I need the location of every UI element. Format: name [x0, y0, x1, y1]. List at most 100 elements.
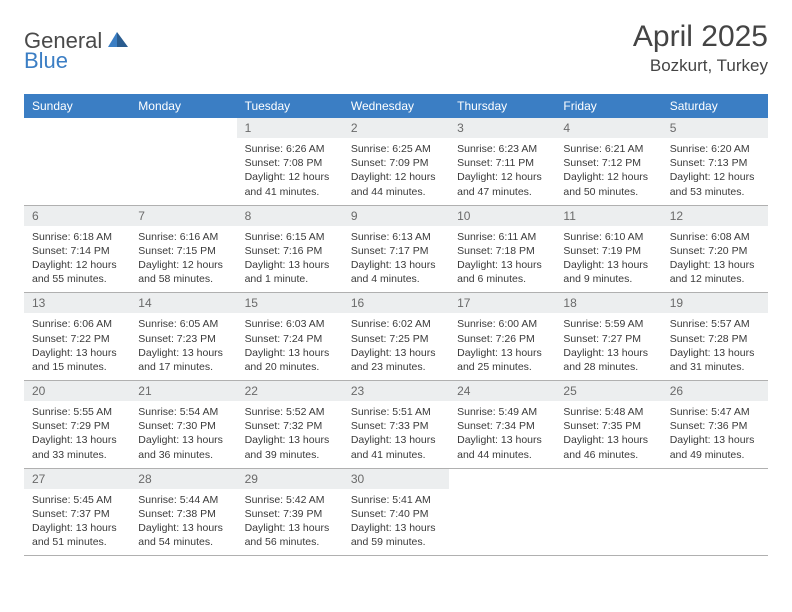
daylight-line: Daylight: 13 hours and 6 minutes. — [457, 258, 547, 286]
day-cell: 11Sunrise: 6:10 AMSunset: 7:19 PMDayligh… — [555, 206, 661, 294]
day-cell: 25Sunrise: 5:48 AMSunset: 7:35 PMDayligh… — [555, 381, 661, 469]
sunset-line: Sunset: 7:34 PM — [457, 419, 547, 433]
empty-cell — [662, 469, 768, 557]
day-number: 2 — [343, 118, 449, 138]
day-cell: 4Sunrise: 6:21 AMSunset: 7:12 PMDaylight… — [555, 118, 661, 206]
day-number: 27 — [24, 469, 130, 489]
empty-cell — [130, 118, 236, 206]
day-number: 23 — [343, 381, 449, 401]
sunrise-line: Sunrise: 6:20 AM — [670, 142, 760, 156]
day-body: Sunrise: 5:54 AMSunset: 7:30 PMDaylight:… — [130, 401, 236, 468]
daylight-line: Daylight: 13 hours and 51 minutes. — [32, 521, 122, 549]
day-number: 26 — [662, 381, 768, 401]
day-body: Sunrise: 5:41 AMSunset: 7:40 PMDaylight:… — [343, 489, 449, 556]
sunrise-line: Sunrise: 5:47 AM — [670, 405, 760, 419]
sunrise-line: Sunrise: 5:49 AM — [457, 405, 547, 419]
day-cell: 22Sunrise: 5:52 AMSunset: 7:32 PMDayligh… — [237, 381, 343, 469]
sunset-line: Sunset: 7:39 PM — [245, 507, 335, 521]
day-number: 9 — [343, 206, 449, 226]
sunset-line: Sunset: 7:38 PM — [138, 507, 228, 521]
day-cell: 24Sunrise: 5:49 AMSunset: 7:34 PMDayligh… — [449, 381, 555, 469]
day-body: Sunrise: 5:51 AMSunset: 7:33 PMDaylight:… — [343, 401, 449, 468]
daylight-line: Daylight: 13 hours and 36 minutes. — [138, 433, 228, 461]
sunset-line: Sunset: 7:16 PM — [245, 244, 335, 258]
empty-cell — [449, 469, 555, 557]
day-cell: 23Sunrise: 5:51 AMSunset: 7:33 PMDayligh… — [343, 381, 449, 469]
day-number: 29 — [237, 469, 343, 489]
day-cell: 9Sunrise: 6:13 AMSunset: 7:17 PMDaylight… — [343, 206, 449, 294]
day-cell: 2Sunrise: 6:25 AMSunset: 7:09 PMDaylight… — [343, 118, 449, 206]
day-number: 7 — [130, 206, 236, 226]
day-number: 8 — [237, 206, 343, 226]
day-body: Sunrise: 6:23 AMSunset: 7:11 PMDaylight:… — [449, 138, 555, 205]
daylight-line: Daylight: 12 hours and 50 minutes. — [563, 170, 653, 198]
sunrise-line: Sunrise: 6:18 AM — [32, 230, 122, 244]
sunrise-line: Sunrise: 5:42 AM — [245, 493, 335, 507]
day-body: Sunrise: 5:49 AMSunset: 7:34 PMDaylight:… — [449, 401, 555, 468]
month-title: April 2025 — [633, 20, 768, 54]
sunrise-line: Sunrise: 6:11 AM — [457, 230, 547, 244]
location: Bozkurt, Turkey — [633, 56, 768, 76]
day-cell: 10 Sunrise: 6:11 AMSunset: 7:18 PMDayligh… — [449, 206, 555, 294]
week-row: 20Sunrise: 5:55 AMSunset: 7:29 PMDayligh… — [24, 381, 768, 469]
sunrise-line: Sunrise: 6:08 AM — [670, 230, 760, 244]
sunrise-line: Sunrise: 6:15 AM — [245, 230, 335, 244]
sunset-line: Sunset: 7:15 PM — [138, 244, 228, 258]
day-body: Sunrise: 5:55 AMSunset: 7:29 PMDaylight:… — [24, 401, 130, 468]
day-body: Sunrise: 6:00 AMSunset: 7:26 PMDaylight:… — [449, 313, 555, 380]
day-cell: 8 Sunrise: 6:15 AMSunset: 7:16 PMDaylight… — [237, 206, 343, 294]
day-body: Sunrise: 5:52 AMSunset: 7:32 PMDaylight:… — [237, 401, 343, 468]
sunrise-line: Sunrise: 6:10 AM — [563, 230, 653, 244]
day-number: 21 — [130, 381, 236, 401]
day-body: Sunrise: 6:26 AMSunset: 7:08 PMDaylight:… — [237, 138, 343, 205]
day-cell: 30Sunrise: 5:41 AMSunset: 7:40 PMDayligh… — [343, 469, 449, 557]
day-cell: 15Sunrise: 6:03 AMSunset: 7:24 PMDayligh… — [237, 293, 343, 381]
daylight-line: Daylight: 13 hours and 46 minutes. — [563, 433, 653, 461]
daylight-line: Daylight: 13 hours and 44 minutes. — [457, 433, 547, 461]
daylight-line: Daylight: 13 hours and 20 minutes. — [245, 346, 335, 374]
sunset-line: Sunset: 7:14 PM — [32, 244, 122, 258]
weekday-label: Saturday — [662, 94, 768, 118]
daylight-line: Daylight: 13 hours and 54 minutes. — [138, 521, 228, 549]
day-cell: 13Sunrise: 6:06 AMSunset: 7:22 PMDayligh… — [24, 293, 130, 381]
day-number: 25 — [555, 381, 661, 401]
day-number: 24 — [449, 381, 555, 401]
sunset-line: Sunset: 7:18 PM — [457, 244, 547, 258]
day-body: Sunrise: 6:20 AMSunset: 7:13 PMDaylight:… — [662, 138, 768, 205]
sunrise-line: Sunrise: 5:54 AM — [138, 405, 228, 419]
week-row: 6Sunrise: 6:18 AMSunset: 7:14 PMDaylight… — [24, 206, 768, 294]
daylight-line: Daylight: 13 hours and 1 minute. — [245, 258, 335, 286]
day-number: 18 — [555, 293, 661, 313]
weekday-header-row: SundayMondayTuesdayWednesdayThursdayFrid… — [24, 94, 768, 118]
sunrise-line: Sunrise: 6:03 AM — [245, 317, 335, 331]
daylight-line: Daylight: 13 hours and 23 minutes. — [351, 346, 441, 374]
day-body: Sunrise: 6:18 AMSunset: 7:14 PMDaylight:… — [24, 226, 130, 293]
day-cell: 1Sunrise: 6:26 AMSunset: 7:08 PMDaylight… — [237, 118, 343, 206]
sunset-line: Sunset: 7:27 PM — [563, 332, 653, 346]
sunset-line: Sunset: 7:24 PM — [245, 332, 335, 346]
weekday-label: Monday — [130, 94, 236, 118]
sunset-line: Sunset: 7:32 PM — [245, 419, 335, 433]
sunrise-line: Sunrise: 6:26 AM — [245, 142, 335, 156]
day-cell: 7 Sunrise: 6:16 AMSunset: 7:15 PMDaylight… — [130, 206, 236, 294]
day-body: Sunrise: 6:02 AMSunset: 7:25 PMDaylight:… — [343, 313, 449, 380]
sunrise-line: Sunrise: 5:45 AM — [32, 493, 122, 507]
daylight-line: Daylight: 12 hours and 55 minutes. — [32, 258, 122, 286]
day-cell: 16Sunrise: 6:02 AMSunset: 7:25 PMDayligh… — [343, 293, 449, 381]
title-block: April 2025 Bozkurt, Turkey — [633, 20, 768, 76]
day-number: 1 — [237, 118, 343, 138]
week-row: 13Sunrise: 6:06 AMSunset: 7:22 PMDayligh… — [24, 293, 768, 381]
day-number: 5 — [662, 118, 768, 138]
sunset-line: Sunset: 7:11 PM — [457, 156, 547, 170]
sunset-line: Sunset: 7:33 PM — [351, 419, 441, 433]
day-cell: 12Sunrise: 6:08 AMSunset: 7:20 PMDayligh… — [662, 206, 768, 294]
daylight-line: Daylight: 12 hours and 58 minutes. — [138, 258, 228, 286]
sunrise-line: Sunrise: 6:16 AM — [138, 230, 228, 244]
daylight-line: Daylight: 13 hours and 59 minutes. — [351, 521, 441, 549]
day-body: Sunrise: 6:08 AMSunset: 7:20 PMDaylight:… — [662, 226, 768, 293]
day-cell: 6Sunrise: 6:18 AMSunset: 7:14 PMDaylight… — [24, 206, 130, 294]
logo-line2: Blue — [24, 48, 68, 74]
day-number: 10 — [449, 206, 555, 226]
empty-cell — [555, 469, 661, 557]
empty-cell — [24, 118, 130, 206]
